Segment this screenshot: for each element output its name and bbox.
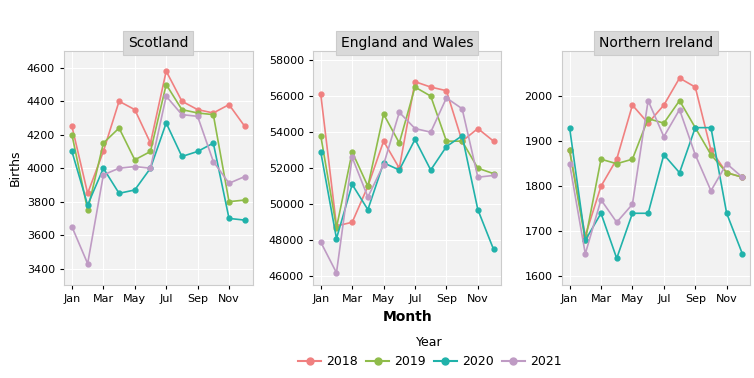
Title: Scotland: Scotland: [128, 36, 188, 50]
Title: Northern Ireland: Northern Ireland: [599, 36, 713, 50]
Title: England and Wales: England and Wales: [341, 36, 474, 50]
Y-axis label: Births: Births: [8, 150, 21, 186]
X-axis label: Month: Month: [382, 310, 432, 324]
Legend: 2018, 2019, 2020, 2021: 2018, 2019, 2020, 2021: [299, 336, 561, 368]
